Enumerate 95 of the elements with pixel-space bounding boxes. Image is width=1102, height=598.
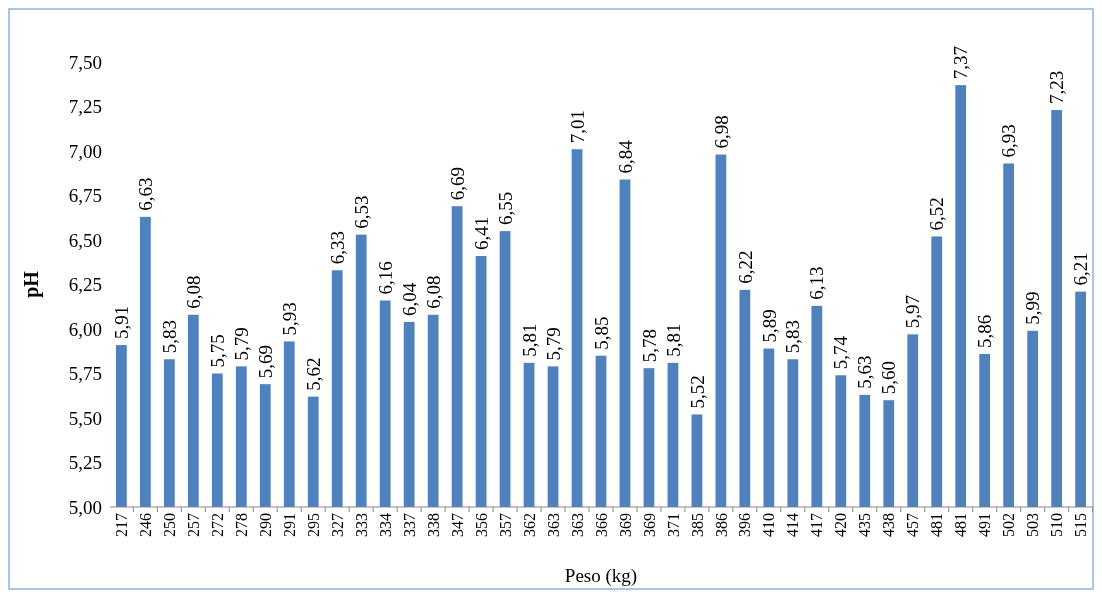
data-label: 7,01: [566, 109, 588, 144]
x-tick-label: 369: [616, 513, 634, 537]
data-label: 5,52: [686, 375, 708, 409]
data-label: 5,89: [758, 309, 780, 343]
data-label: 5,81: [662, 323, 684, 357]
data-label: 5,83: [159, 320, 180, 354]
data-label: 5,83: [782, 320, 804, 354]
data-label: 5,69: [254, 344, 276, 379]
x-tick-label: 438: [880, 513, 898, 537]
y-tick-label: 7,25: [68, 96, 102, 118]
y-tick-label: 6,25: [68, 274, 102, 296]
data-label: 6,04: [398, 282, 420, 316]
x-tick-label: 503: [1024, 513, 1042, 537]
x-tick-label: 363: [544, 513, 562, 537]
data-label: 6,33: [326, 231, 348, 265]
data-label: 5,62: [302, 357, 324, 391]
data-label: 7,37: [950, 45, 972, 80]
data-label: 5,93: [278, 302, 300, 336]
data-label: 6,93: [998, 124, 1020, 158]
y-tick-label: 5,00: [68, 496, 102, 518]
x-tick-label: 333: [352, 513, 370, 537]
x-tick-label: 278: [232, 513, 250, 537]
data-label: 5,74: [830, 335, 852, 370]
x-tick-label: 356: [472, 513, 490, 537]
x-tick-label: 386: [712, 513, 730, 537]
data-label: 6,55: [494, 191, 516, 226]
data-label: 6,53: [350, 195, 372, 229]
x-tick-label: 327: [328, 513, 346, 537]
data-label: 7,23: [1046, 70, 1068, 105]
x-tick-label: 420: [832, 513, 850, 537]
x-tick-label: 396: [736, 513, 754, 537]
x-tick-label: 457: [904, 513, 922, 537]
data-label: 5,99: [1022, 291, 1044, 325]
data-label: 6,21: [1070, 252, 1092, 286]
y-tick-label: 5,75: [68, 363, 102, 385]
data-label: 5,86: [974, 314, 996, 348]
y-tick-label: 7,00: [68, 140, 102, 162]
x-tick-label: 338: [424, 513, 442, 537]
data-label: 6,52: [926, 197, 948, 231]
x-tick-label: 290: [256, 513, 274, 537]
x-tick-label: 410: [760, 513, 778, 537]
x-tick-label: 481: [928, 513, 946, 537]
x-tick-label: 217: [112, 513, 130, 537]
y-axis-title: pH: [20, 270, 43, 298]
x-tick-label: 385: [688, 513, 706, 537]
data-label: 6,13: [806, 266, 828, 300]
x-tick-label: 417: [808, 513, 826, 537]
x-tick-label: 250: [160, 513, 178, 537]
data-label: 6,08: [422, 275, 444, 309]
x-tick-label: 347: [448, 513, 466, 537]
data-label: 5,79: [230, 327, 252, 361]
x-tick-label: 334: [376, 513, 394, 537]
data-label: 6,69: [446, 166, 468, 201]
data-label: 5,91: [111, 305, 133, 340]
x-tick-label: 337: [400, 513, 418, 537]
data-label: 5,85: [590, 316, 612, 350]
data-label: 6,84: [614, 139, 636, 174]
data-label: 5,97: [902, 295, 924, 329]
data-label: 6,08: [182, 275, 204, 309]
x-tick-label: 363: [568, 513, 586, 537]
x-tick-label: 515: [1072, 513, 1090, 537]
x-tick-label: 272: [208, 513, 226, 537]
y-tick-label: 5,50: [68, 407, 102, 429]
y-tick-label: 6,75: [68, 185, 102, 207]
data-label: 6,16: [374, 261, 396, 295]
data-label: 5,75: [206, 334, 228, 368]
x-tick-label: 257: [184, 513, 202, 537]
x-tick-label: 366: [592, 513, 610, 537]
data-label: 5,60: [878, 360, 900, 395]
x-tick-label: 510: [1048, 513, 1066, 537]
data-label: 5,78: [638, 328, 660, 363]
x-tick-label: 502: [1000, 513, 1018, 537]
x-tick-label: 491: [976, 513, 994, 537]
x-axis-title: Peso (kg): [564, 565, 638, 587]
data-label: 6,22: [734, 250, 756, 284]
x-tick-label: 435: [856, 513, 874, 537]
y-tick-label: 5,25: [68, 452, 102, 474]
x-tick-label: 414: [784, 513, 802, 537]
data-label: 5,79: [542, 327, 564, 361]
x-tick-label: 357: [496, 513, 514, 537]
data-label: 5,63: [854, 355, 876, 389]
y-tick-label: 6,50: [68, 229, 102, 251]
x-tick-label: 362: [520, 513, 538, 537]
y-tick-label: 6,00: [68, 318, 102, 340]
data-label: 6,41: [470, 216, 492, 251]
x-tick-label: 371: [664, 513, 682, 537]
data-label: 6,98: [710, 115, 732, 149]
x-tick-label: 291: [280, 513, 298, 537]
x-tick-label: 246: [136, 513, 154, 537]
y-tick-label: 7,50: [68, 51, 102, 73]
x-tick-label: 369: [640, 513, 658, 537]
data-label: 5,81: [518, 323, 540, 357]
x-tick-label: 295: [304, 513, 322, 537]
x-tick-label: 481: [952, 513, 970, 537]
data-label: 6,63: [135, 177, 157, 211]
